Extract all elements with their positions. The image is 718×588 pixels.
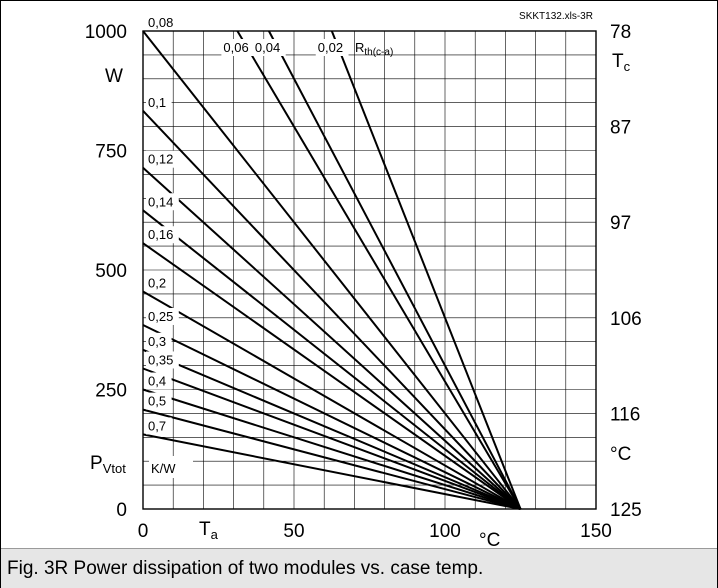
- series-label-rth-bg: [146, 93, 172, 111]
- series-label-rth: 0,25: [148, 309, 173, 324]
- series-line-rth-0-06: [236, 30, 522, 510]
- figure-caption: Fig. 3R Power dissipation of two modules…: [7, 558, 484, 579]
- series-label-rth-top-bg: [252, 39, 286, 56]
- series-label-rth: 0,4: [148, 374, 166, 389]
- series-line-rth-0-7: [142, 433, 521, 510]
- y-right-label-sub: c: [624, 59, 631, 74]
- y-left-tick-label: 750: [95, 142, 127, 163]
- series-label-rth: 0,3: [148, 334, 166, 349]
- rth-unit: K/W: [151, 461, 176, 476]
- series-line-rth-0-2: [142, 290, 521, 510]
- y-left-label-sub: Vtot: [103, 461, 127, 476]
- rth-symbol-sub: th(c-a): [364, 47, 393, 58]
- series-label-rth-bg: [146, 332, 172, 350]
- x-axis-label-sub: a: [211, 527, 219, 542]
- series-label-rth: 0,08: [148, 15, 173, 30]
- series-label-rth: 0,12: [148, 152, 173, 167]
- y-right-tick-label: 106: [610, 309, 642, 330]
- series-label-rth-top-bg: [315, 39, 349, 56]
- series-line-rth-0-25: [142, 324, 521, 510]
- x-tick-label: 150: [580, 521, 612, 542]
- x-tick-label: 0: [138, 521, 149, 542]
- y-left-tick-label: 1000: [85, 22, 127, 43]
- series-label-rth: 0,7: [148, 418, 166, 433]
- x-tick-label: 50: [283, 521, 304, 542]
- x-axis-label: Ta: [199, 519, 219, 542]
- y-left-label-main: P: [90, 453, 103, 474]
- plot-border: [142, 30, 597, 510]
- caption-bar: Fig. 3R Power dissipation of two modules…: [1, 548, 717, 588]
- series-label-rth-top: 0,06: [223, 40, 248, 55]
- series-label-rth-top-bg: [221, 39, 255, 56]
- series-line-rth-0-35: [142, 367, 521, 510]
- rth-symbol-main: R: [355, 40, 364, 55]
- rth-symbol: Rth(c-a): [355, 40, 393, 58]
- series-label-rth: 0,14: [148, 194, 173, 209]
- series-label-rth-bg: [146, 351, 179, 369]
- series-label-rth: 0,16: [148, 227, 173, 242]
- chart-plot: 0 50 100 150 0 250 500 750 1000 78 87 97 106 116 125 0,…: [85, 11, 642, 548]
- series-label-rth: 0,2: [148, 276, 166, 291]
- rth-unit-box: [149, 456, 193, 478]
- y-right-tick-label: 97: [610, 213, 631, 234]
- series-line-rth-0-4: [142, 388, 521, 510]
- series-line-rth-0-3: [142, 348, 521, 510]
- series-line-rth-0-5: [142, 408, 521, 510]
- chart-id-label: SKKT132.xls-3R: [519, 11, 593, 22]
- x-tick-label: 100: [429, 521, 461, 542]
- series-label-rth-bg: [146, 392, 172, 410]
- series-line-rth-0-04: [268, 30, 522, 510]
- series-label-rth-bg: [146, 14, 179, 31]
- series-line-rth-0-02: [330, 30, 522, 510]
- series-label-rth-top: 0,04: [255, 40, 280, 55]
- y-left-unit: W: [105, 66, 123, 87]
- y-right-unit: °C: [610, 444, 631, 465]
- series-label-rth-bg: [146, 274, 172, 292]
- y-right-label-main: T: [612, 51, 624, 72]
- x-axis-label-main: T: [199, 519, 211, 540]
- series-line-rth-0-08: [142, 30, 522, 510]
- series-line-rth-0-14: [142, 209, 522, 510]
- series-label-rth-bg: [146, 150, 179, 168]
- series-label-rth-top: 0,02: [318, 40, 343, 55]
- series-label-rth-bg: [146, 307, 179, 325]
- series-label-rth: 0,1: [148, 95, 166, 110]
- y-right-tick-label: 87: [610, 118, 631, 139]
- y-left-tick-label: 0: [116, 500, 127, 521]
- y-left-label: PVtot: [90, 453, 126, 476]
- y-right-tick-label: 78: [610, 22, 631, 43]
- series-label-rth-bg: [146, 193, 179, 211]
- grid: [143, 31, 596, 509]
- y-right-label: Tc: [612, 51, 631, 74]
- y-left-tick-label: 250: [95, 381, 127, 402]
- series-label-rth-bg: [146, 372, 172, 390]
- series-line-rth-0-16: [142, 242, 522, 510]
- series-line-rth-0-1: [142, 110, 522, 510]
- series-label-rth: 0,35: [148, 352, 173, 367]
- y-right-tick-label: 125: [610, 500, 642, 521]
- series-label-rth: 0,5: [148, 394, 166, 409]
- series-label-rth-bg: [146, 417, 172, 435]
- y-right-tick-label: 116: [610, 404, 640, 425]
- y-left-tick-label: 500: [95, 261, 127, 282]
- series-label-rth-bg: [146, 226, 179, 244]
- series-line-rth-0-12: [142, 166, 522, 510]
- series-layer: [142, 30, 522, 510]
- x-axis-unit: °C: [479, 530, 500, 548]
- label-layer: 0 50 100 150 0 250 500 750 1000 78 87 97 106 116 125 0,…: [85, 14, 642, 542]
